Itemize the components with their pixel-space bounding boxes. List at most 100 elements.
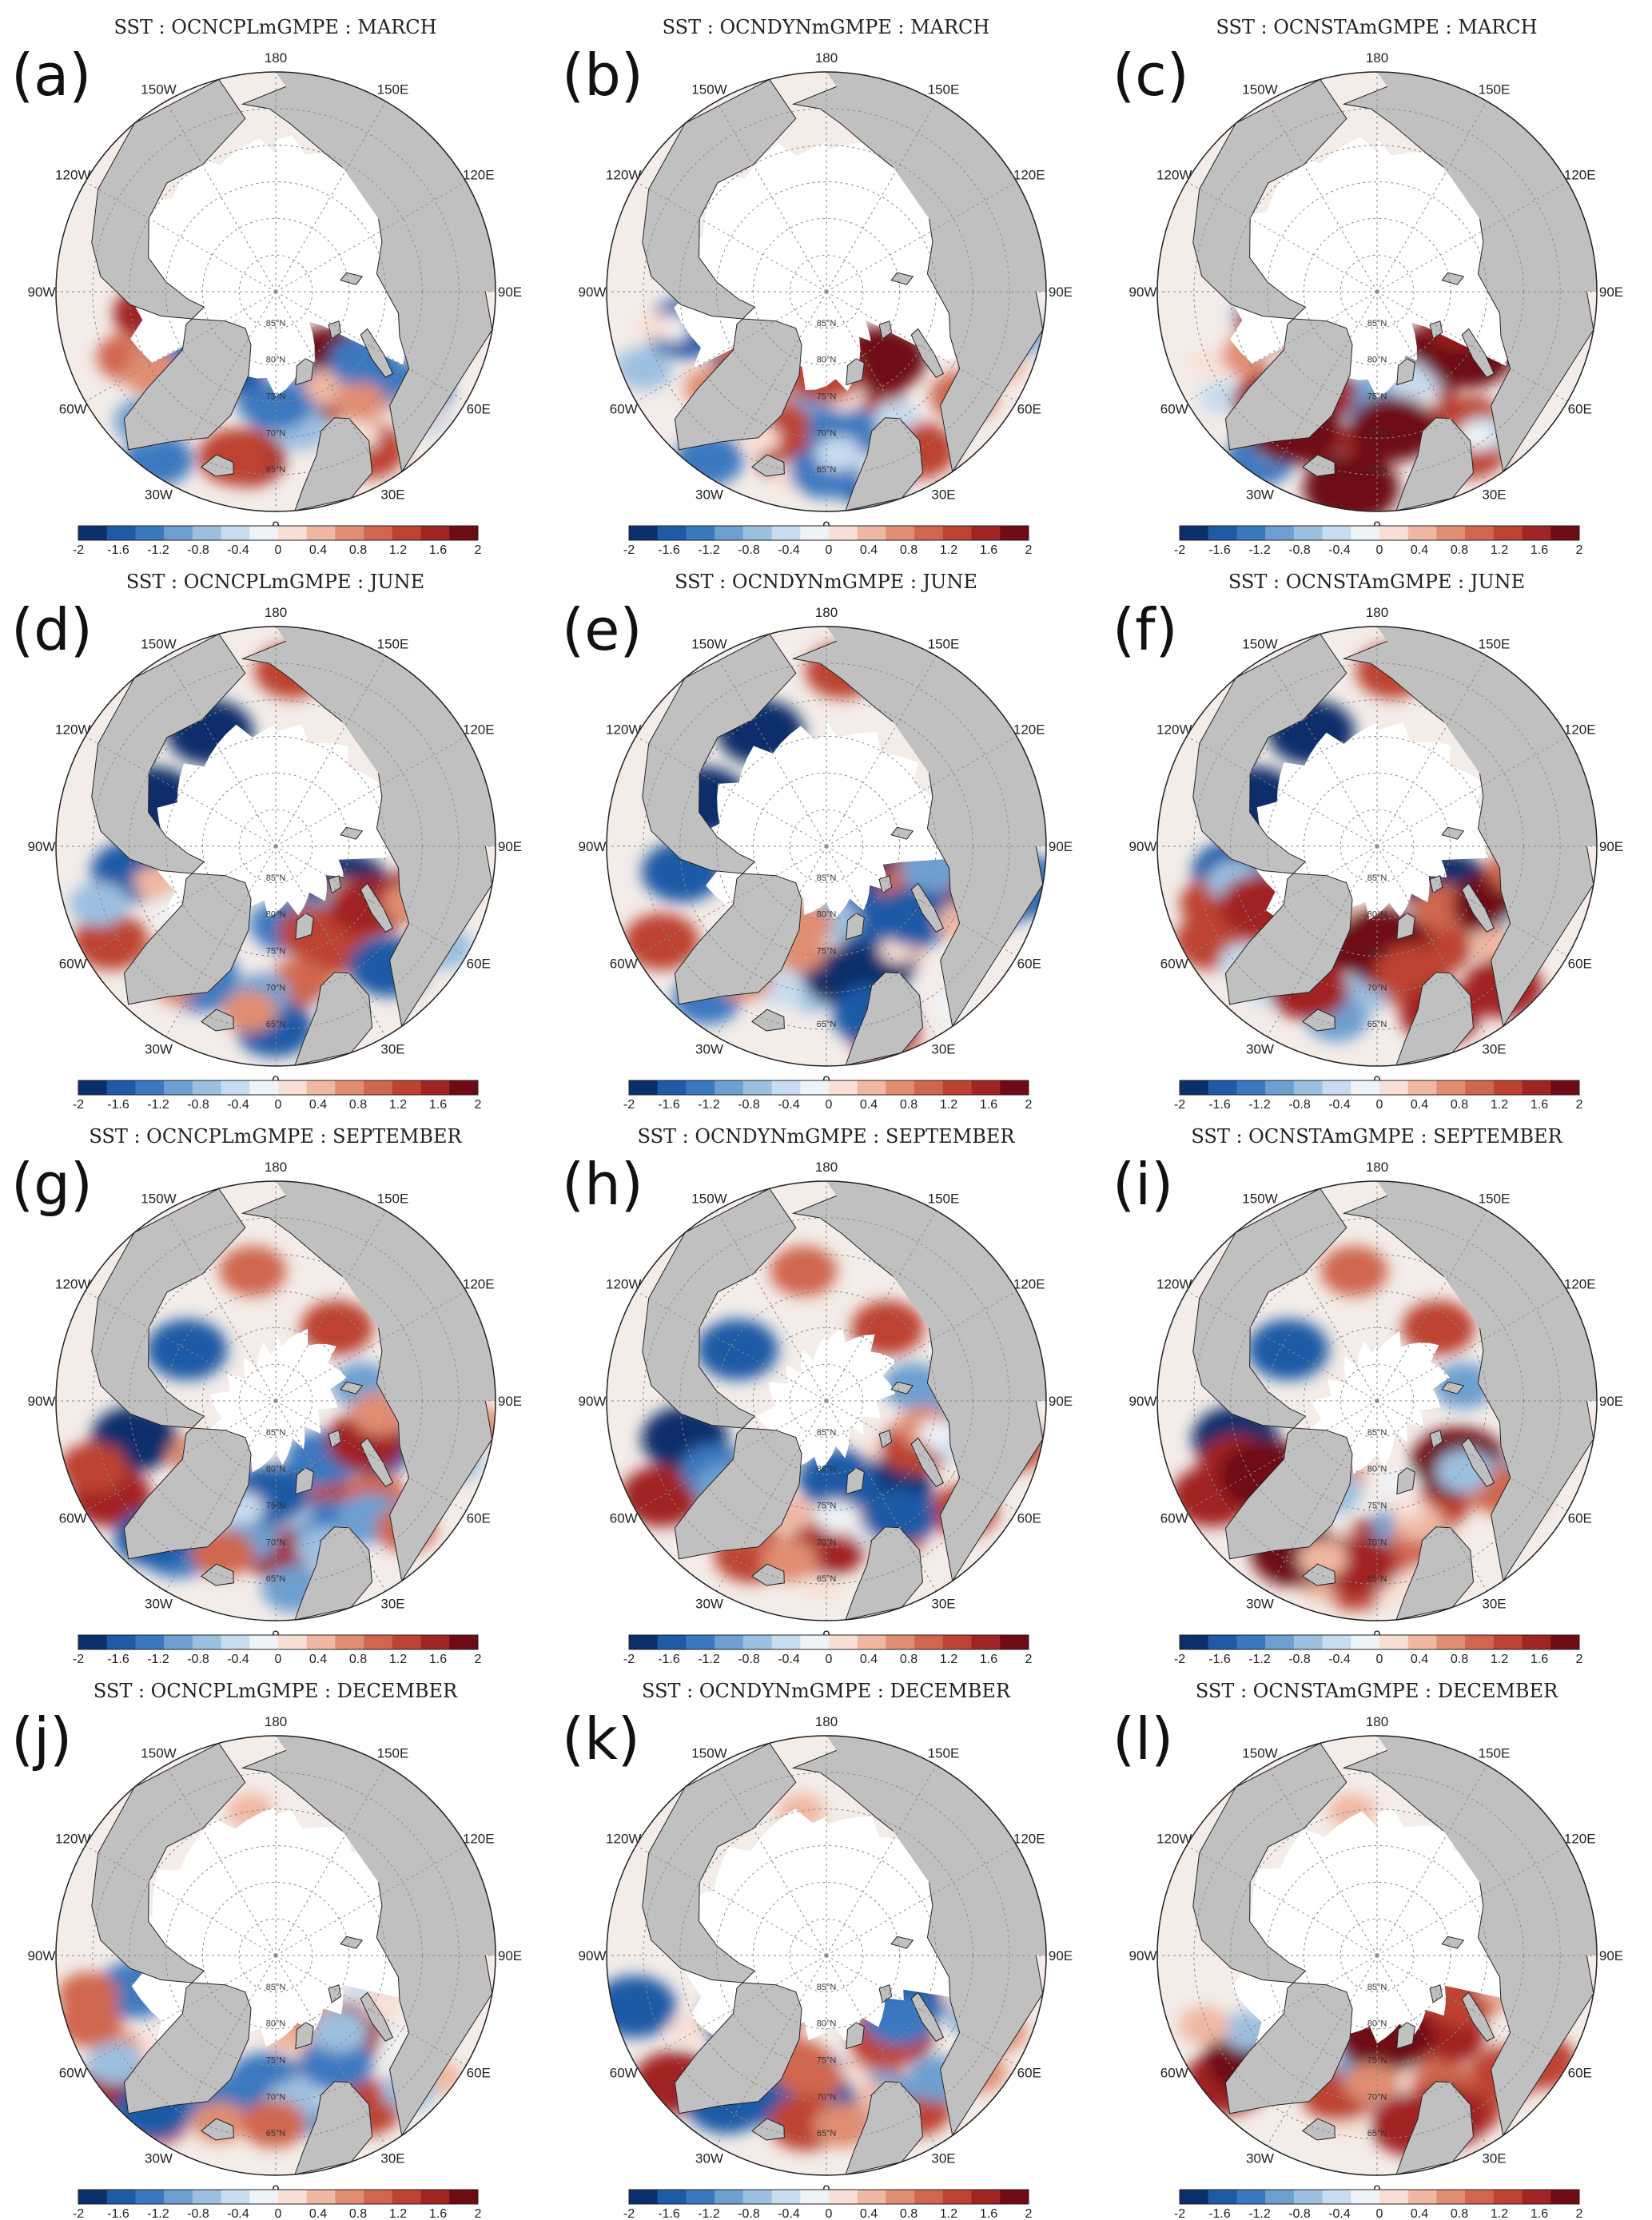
latitude-label: 65°N: [266, 465, 286, 475]
latitude-circle: [1193, 108, 1561, 475]
land-mass: [674, 318, 802, 451]
latitude-circle: [716, 181, 937, 402]
land-mass: [846, 913, 865, 941]
sst-anomaly-patch: [770, 1246, 838, 1296]
map-border: [606, 626, 1047, 1067]
longitude-label: 60W: [1160, 402, 1188, 417]
colorbar-swatch: [392, 1080, 422, 1095]
colorbar-tick-label: 2: [1576, 543, 1583, 555]
land-mass: [846, 358, 865, 386]
longitude-label: 150E: [1479, 1191, 1511, 1206]
land-mass: [340, 272, 364, 285]
colorbar-frame: [78, 1080, 479, 1096]
colorbar-swatch: [1493, 2190, 1523, 2204]
latitude-label: 70°N: [266, 2092, 286, 2102]
longitude-label: 60W: [59, 957, 87, 972]
latitude-circle: [716, 736, 937, 957]
colorbar-swatch: [942, 1635, 973, 1649]
colorbar-tick-label: -1.6: [107, 543, 129, 555]
colorbar-tick-label: 0: [275, 2207, 282, 2218]
colorbar-tick-label: 0.4: [1411, 1098, 1428, 1109]
colorbar-swatch: [1351, 2190, 1380, 2204]
latitude-circle: [789, 254, 864, 329]
colorbar-tick-label: 0.8: [349, 543, 367, 555]
sst-anomaly-patch: [1343, 2062, 1399, 2104]
longitude-label: 90E: [1599, 839, 1623, 854]
colorbar-swatch: [1293, 1635, 1324, 1649]
latitude-label: 70°N: [817, 428, 837, 438]
panel-letter: (g): [11, 1151, 93, 1218]
land-mass: [642, 78, 797, 320]
colorbar-tick-label: 0.8: [900, 543, 918, 555]
colorbar-tick-label: 2: [1025, 543, 1033, 555]
colorbar-tick-label: -1.2: [698, 2207, 720, 2218]
longitude-label: 120E: [1564, 1277, 1596, 1292]
longitude-label: 120E: [1013, 722, 1045, 738]
longitude-label: 120E: [1013, 168, 1045, 183]
latitude-circle: [1340, 809, 1415, 884]
colorbar-swatch: [857, 2190, 886, 2204]
latitude-circle: [1340, 254, 1415, 329]
longitude-label: 120W: [1156, 1277, 1192, 1292]
longitude-label: 60W: [1160, 2066, 1188, 2081]
longitude-label: 180: [265, 605, 287, 620]
map-panel: SST : OCNDYNmGMPE : MARCH (b) 85°N 80°N 75°N…: [551, 0, 1101, 555]
land-mass: [1224, 873, 1353, 1005]
colorbar-tick-label: 0.4: [860, 1653, 878, 1664]
land-mass: [1396, 913, 1415, 941]
land-mass: [276, 1736, 496, 1955]
longitude-label: 60E: [1017, 402, 1041, 417]
land-mass: [1441, 826, 1465, 840]
colorbar-tick-label: 0.4: [309, 1653, 327, 1664]
latitude-label: 75°N: [1367, 392, 1387, 402]
longitude-label: 120W: [606, 168, 641, 183]
colorbar-tick-label: 1.2: [1491, 1653, 1508, 1664]
colorbar-swatch: [942, 526, 973, 540]
longitude-label: 150E: [928, 82, 960, 97]
map-panel: SST : OCNCPLmGMPE : SEPTEMBER (g) 85°N 80°N…: [0, 1109, 551, 1664]
latitude-circle: [1267, 181, 1487, 402]
panel-title: SST : OCNSTAmGMPE : SEPTEMBER: [1191, 1125, 1562, 1148]
colorbar-tick-label: 2: [475, 1098, 482, 1109]
colorbar-swatch: [1351, 1080, 1380, 1095]
colorbar-frame: [1179, 2189, 1580, 2205]
latitude-label: 75°N: [266, 947, 286, 957]
longitude-label: 150E: [377, 636, 409, 651]
sst-anomaly-patch: [803, 1573, 840, 1601]
longitude-label: 150W: [141, 1745, 176, 1760]
colorbar-swatch: [364, 526, 393, 540]
land-mass: [201, 454, 234, 477]
land-mass: [340, 826, 364, 840]
latitude-circle: [643, 1772, 1010, 2139]
colorbar-swatch: [106, 2190, 136, 2204]
colorbar-tick-label: 0: [826, 2207, 833, 2218]
colorbar-swatch: [1407, 1080, 1437, 1095]
colorbar-swatch: [1465, 526, 1495, 540]
longitude-label: 90E: [1599, 1948, 1623, 1963]
map-panel: SST : OCNCPLmGMPE : DECEMBER (j) 85°N 80°N 7…: [0, 1664, 551, 2218]
colorbar-tick-label: -0.8: [1288, 1653, 1311, 1664]
latitude-label: 85°N: [266, 1983, 286, 1992]
colorbar-tick-label: 0: [275, 1653, 282, 1664]
longitude-label: 60W: [1160, 1511, 1188, 1526]
colorbar-tick-label: -1.2: [698, 1653, 720, 1664]
colorbar-tick-label: 2: [1025, 1098, 1033, 1109]
latitude-label: 75°N: [1367, 2056, 1387, 2066]
longitude-label: 120W: [55, 1832, 90, 1847]
colorbar-tick-label: -1.6: [658, 2207, 680, 2218]
longitude-label: 90W: [579, 1948, 607, 1963]
colorbar-tick-label: 0.8: [1451, 1653, 1468, 1664]
colorbar-swatch: [164, 526, 193, 540]
longitude-label: 60E: [467, 957, 491, 972]
panel-letter: (e): [562, 596, 643, 663]
land-mass: [751, 1563, 785, 1586]
map-panel: SST : OCNSTAmGMPE : DECEMBER (l) 85°N 80°N 7…: [1101, 1664, 1652, 2218]
panel-title: SST : OCNCPLmGMPE : MARCH: [113, 16, 437, 38]
colorbar-tick-label: 1.6: [429, 1098, 447, 1109]
colorbar-tick-label: -2: [623, 2207, 635, 2218]
colorbar-swatch: [1407, 526, 1437, 540]
land-mass: [295, 2022, 314, 2050]
latitude-label: 80°N: [1367, 356, 1387, 365]
sst-anomaly-patch: [1199, 380, 1244, 415]
longitude-label: 90W: [1129, 1948, 1157, 1963]
